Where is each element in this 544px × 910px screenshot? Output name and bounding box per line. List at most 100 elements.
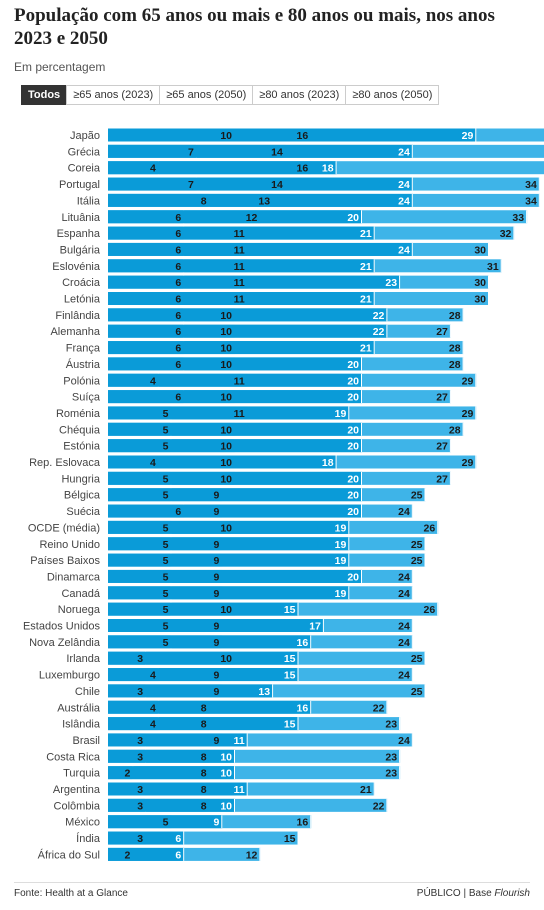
bar-separator — [475, 455, 477, 469]
value-label-s80-2023: 6 — [175, 212, 181, 224]
bar-s65-2023 — [108, 488, 362, 502]
value-label-s80-2023: 5 — [163, 424, 169, 436]
bar-separator — [526, 210, 528, 224]
bar-separator — [449, 439, 451, 453]
bar-separator — [348, 537, 350, 551]
category-label: Noruega — [58, 604, 101, 616]
value-label-s65-2050: 29 — [462, 375, 474, 387]
bar-separator — [310, 700, 312, 714]
category-label: África do Sul — [38, 848, 100, 861]
tab-80-2023[interactable]: ≥80 anos (2023) — [252, 85, 347, 105]
tab-80-2050[interactable]: ≥80 anos (2050) — [345, 85, 440, 105]
category-label: Reino Unido — [39, 539, 100, 551]
category-label: México — [65, 817, 100, 829]
value-label-s80-2023: 6 — [175, 343, 181, 355]
category-label: Letónia — [64, 294, 101, 306]
bar-separator — [462, 422, 464, 436]
value-label-s80-2050: 8 — [201, 702, 207, 714]
value-label-s80-2050: 16 — [297, 130, 309, 142]
bar-separator — [297, 668, 299, 682]
category-label: Islândia — [62, 719, 101, 731]
bar-separator — [234, 798, 235, 812]
value-label-s80-2023: 3 — [137, 653, 143, 665]
value-label-s65-2050: 27 — [436, 326, 448, 338]
bar-separator — [462, 357, 464, 371]
value-label-s65-2050: 25 — [411, 555, 423, 567]
value-label-s65-2050: 27 — [436, 441, 448, 453]
bar-separator — [386, 324, 388, 338]
value-label-s80-2050: 11 — [234, 277, 245, 289]
value-label-s65-2050: 30 — [474, 277, 486, 289]
value-label-s80-2050: 9 — [213, 621, 219, 633]
bar-separator — [449, 471, 451, 485]
bar-separator — [386, 308, 388, 322]
bar-separator — [361, 471, 362, 485]
value-label-s80-2050: 14 — [271, 179, 283, 191]
value-label-s80-2023: 3 — [137, 735, 143, 747]
bar-s65-2023 — [108, 553, 350, 567]
value-label-s80-2023: 3 — [137, 784, 143, 796]
value-label-s80-2050: 10 — [220, 424, 232, 436]
bar-separator — [335, 455, 337, 469]
category-label: Portugal — [59, 179, 100, 191]
value-label-s80-2023: 6 — [175, 261, 181, 273]
value-label-s80-2023: 5 — [163, 571, 169, 583]
category-label: Roménia — [56, 408, 101, 420]
value-label-s65-2023: 19 — [335, 539, 347, 551]
category-label: Irlanda — [66, 653, 101, 665]
value-label-s65-2050: 24 — [398, 670, 410, 682]
value-label-s65-2023: 16 — [297, 637, 309, 649]
value-label-s65-2050: 16 — [297, 817, 309, 829]
value-label-s80-2050: 10 — [220, 310, 232, 322]
value-label-s65-2050: 12 — [246, 849, 258, 861]
value-label-s80-2023: 8 — [201, 195, 207, 207]
tab-65-2023[interactable]: ≥65 anos (2023) — [66, 85, 161, 105]
bar-s65-2023 — [108, 242, 413, 256]
tab-all[interactable]: Todos — [21, 85, 68, 105]
category-label: Índia — [76, 832, 101, 845]
value-label-s65-2023: 18 — [322, 457, 334, 469]
value-label-s80-2023: 5 — [163, 588, 169, 600]
value-label-s65-2050: 22 — [373, 702, 385, 714]
source-note: Fonte: Health at a Glance — [14, 888, 128, 899]
bar-s65-2023 — [108, 569, 362, 583]
value-label-s65-2050: 22 — [373, 800, 385, 812]
bar-separator — [488, 292, 489, 305]
value-label-s65-2023: 20 — [347, 375, 359, 387]
bar-separator — [488, 242, 489, 256]
bar-s65-2023 — [108, 357, 362, 371]
value-label-s65-2023: 24 — [398, 179, 410, 191]
bar-separator — [411, 144, 413, 158]
value-label-s65-2023: 21 — [360, 343, 372, 355]
bar-separator — [538, 177, 540, 191]
bar-separator — [310, 815, 312, 829]
bar-s65-2023 — [108, 455, 337, 469]
bar-separator — [221, 815, 223, 829]
value-label-s65-2023: 24 — [398, 244, 410, 256]
value-label-s80-2023: 6 — [175, 244, 181, 256]
bar-s65-2023 — [108, 406, 350, 420]
bar-s65-2023 — [108, 782, 248, 796]
value-label-s65-2023: 20 — [347, 392, 359, 404]
value-label-s65-2050: 24 — [398, 506, 410, 518]
category-label: Colômbia — [54, 800, 101, 812]
bar-s65-2023 — [108, 422, 362, 436]
bar-separator — [234, 749, 235, 763]
value-label-s80-2050: 9 — [213, 588, 219, 600]
bar-separator — [399, 749, 401, 763]
value-label-s80-2023: 4 — [150, 670, 156, 682]
value-label-s65-2023: 20 — [347, 359, 359, 371]
bar-s65-2023 — [108, 537, 350, 551]
value-label-s65-2050: 32 — [500, 228, 512, 240]
category-label: Estados Unidos — [23, 621, 101, 633]
value-label-s65-2023: 21 — [360, 261, 372, 273]
bar-separator — [411, 586, 413, 600]
bar-separator — [310, 635, 312, 649]
value-label-s65-2023: 16 — [297, 702, 309, 714]
bar-separator — [348, 406, 350, 420]
value-label-s80-2050: 8 — [201, 751, 207, 763]
value-label-s80-2023: 4 — [150, 457, 156, 469]
value-label-s65-2023: 15 — [284, 604, 296, 616]
bar-separator — [411, 242, 413, 256]
tab-65-2050[interactable]: ≥65 anos (2050) — [159, 85, 254, 105]
